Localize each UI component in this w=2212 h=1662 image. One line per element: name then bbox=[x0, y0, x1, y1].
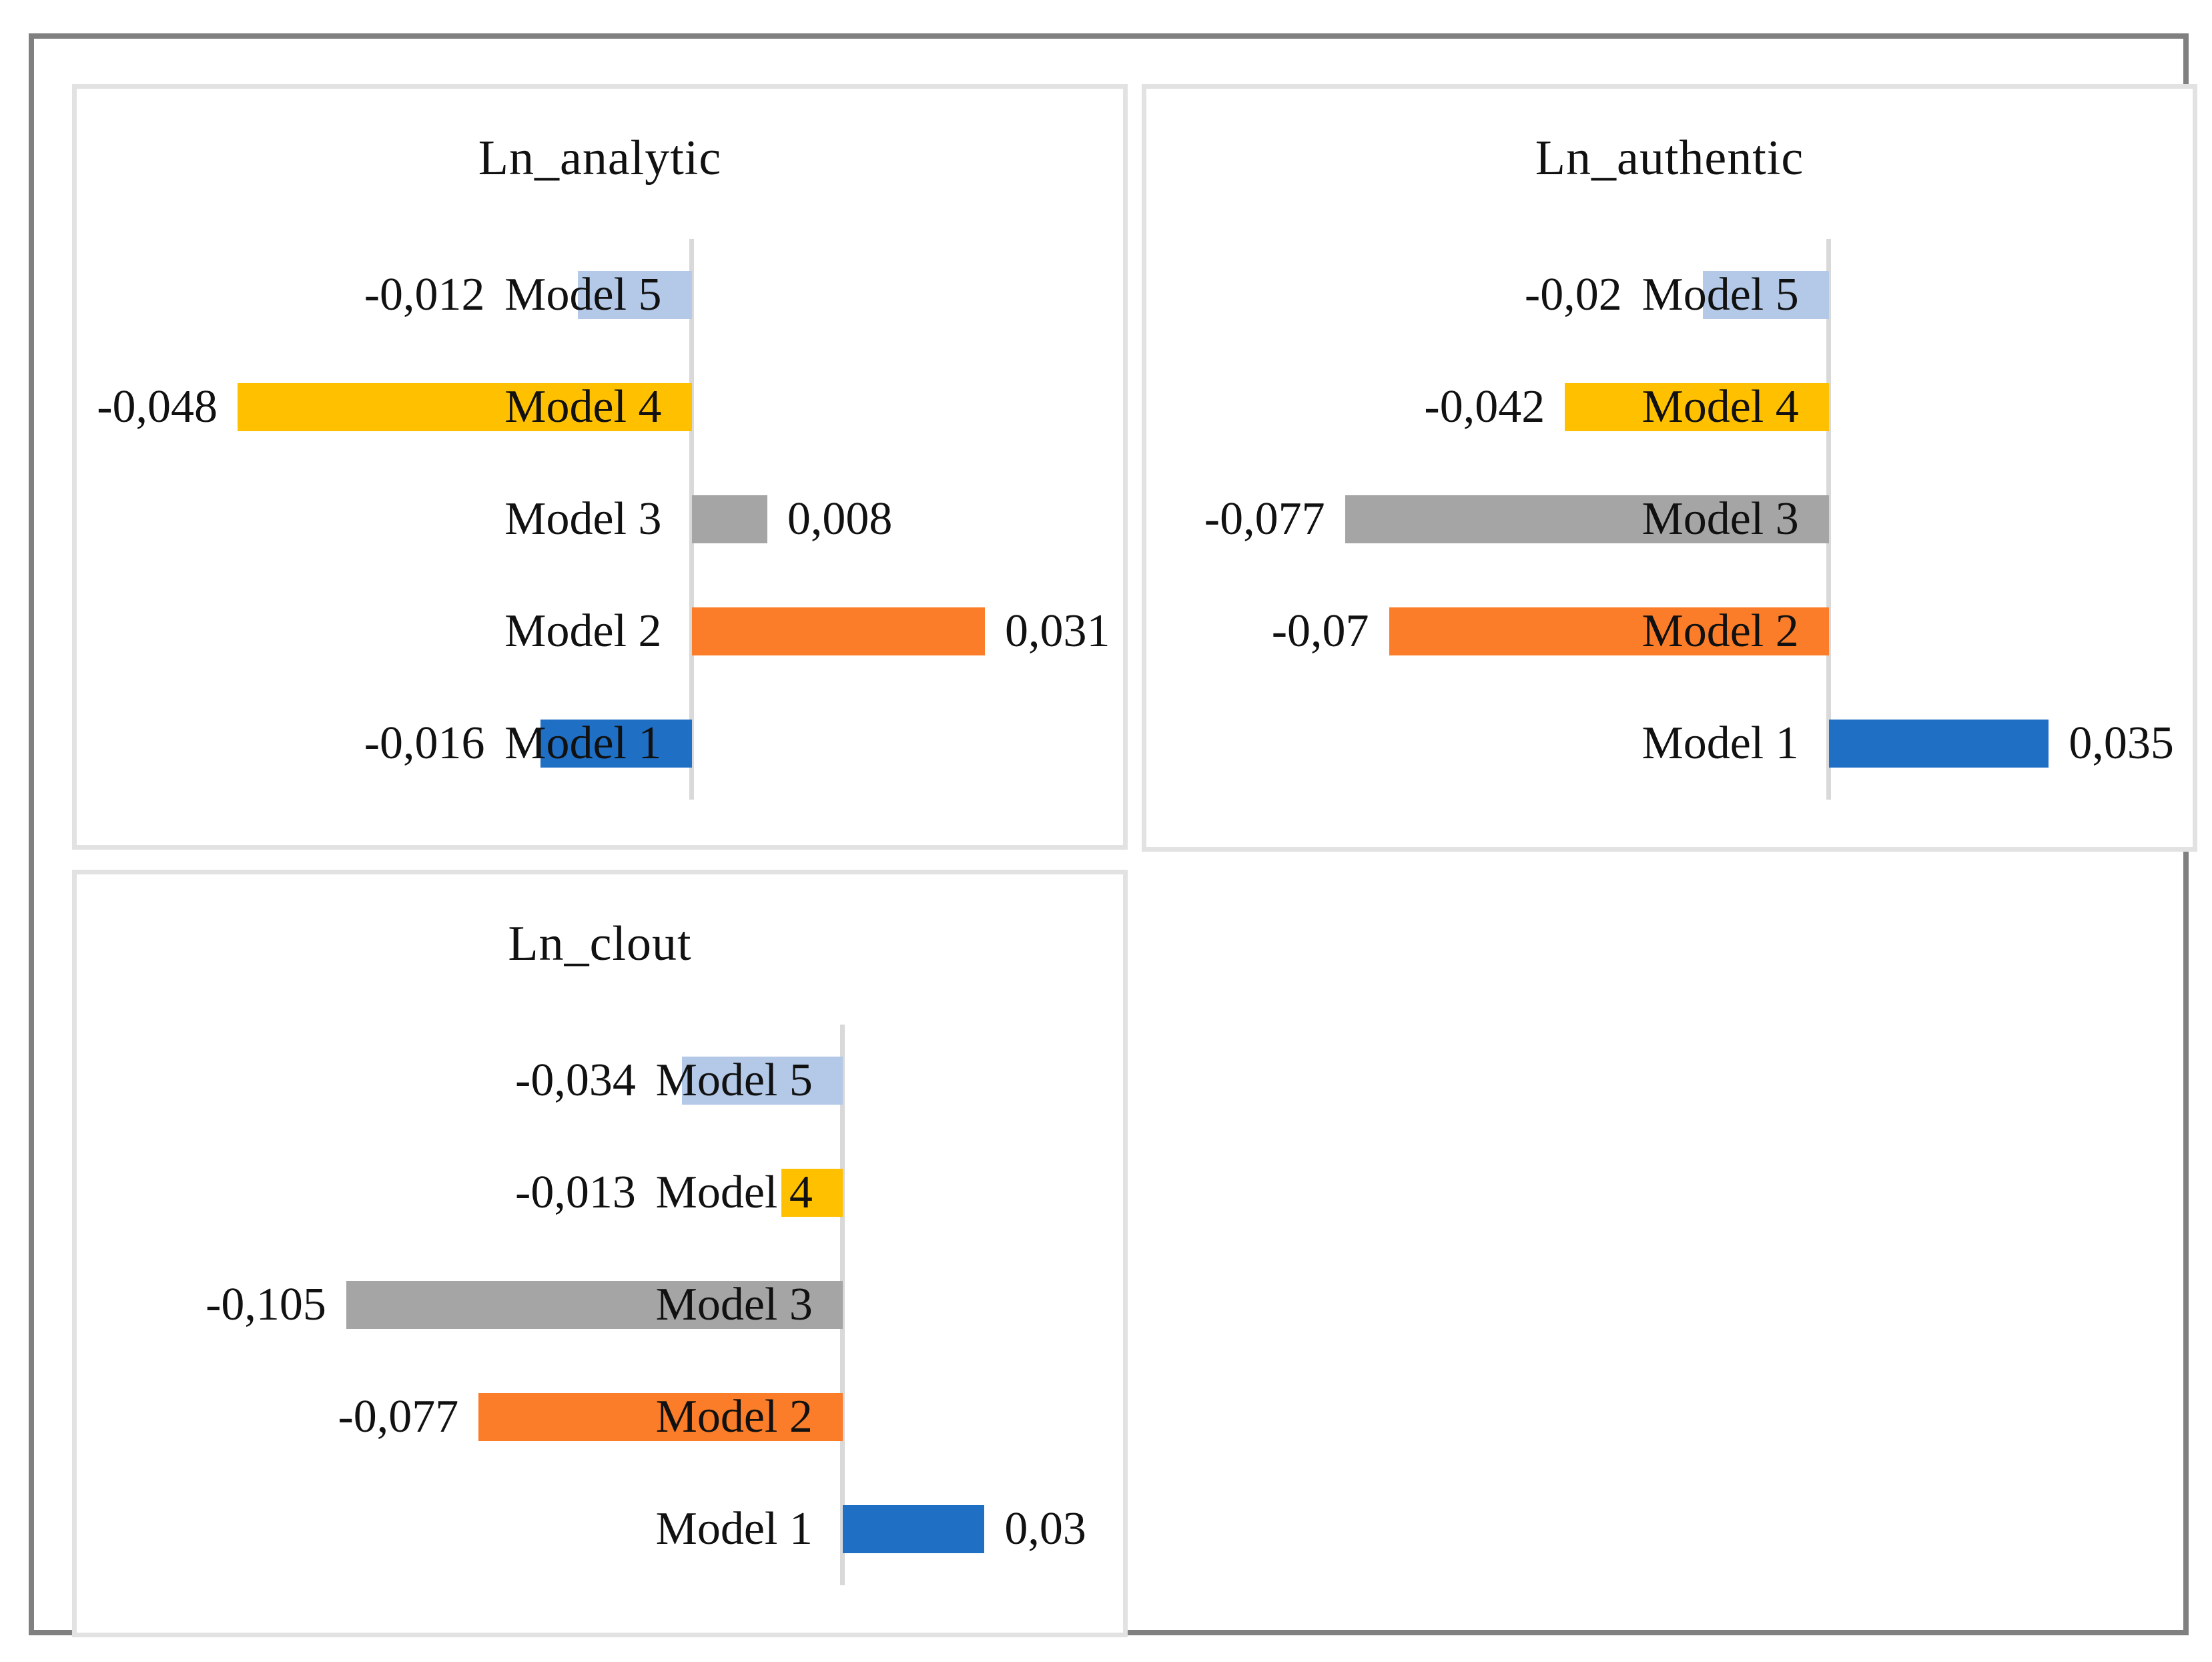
category-label-model-5: Model 5 bbox=[655, 1055, 813, 1106]
bar-model-1 bbox=[1828, 720, 2049, 768]
value-label-model-3: -0,077 bbox=[1204, 493, 1325, 545]
chart-title: Ln_analytic bbox=[478, 131, 722, 186]
value-label-model-4: -0,048 bbox=[97, 381, 218, 433]
value-label-model-2: -0,077 bbox=[338, 1391, 459, 1442]
value-label-model-2: 0,031 bbox=[1005, 605, 1110, 657]
value-label-model-3: 0,008 bbox=[787, 493, 893, 545]
value-label-model-4: -0,042 bbox=[1424, 381, 1545, 433]
chart-title: Ln_clout bbox=[508, 916, 692, 971]
value-label-model-1: 0,03 bbox=[1004, 1503, 1086, 1555]
category-label-model-3: Model 3 bbox=[504, 493, 662, 545]
category-label-model-1: Model 1 bbox=[504, 718, 662, 769]
bar-model-4 bbox=[1565, 383, 1829, 431]
value-label-model-2: -0,07 bbox=[1271, 605, 1369, 657]
zero-axis-line bbox=[840, 1025, 845, 1585]
bar-model-4 bbox=[781, 1169, 843, 1217]
bar-model-5 bbox=[1703, 271, 1829, 319]
plot-area: Model 5 -0,034 Model 4 -0,013 Model 3 -0,105 M… bbox=[77, 1025, 1123, 1585]
value-label-model-5: -0,02 bbox=[1524, 269, 1622, 320]
value-label-model-1: -0,016 bbox=[364, 718, 485, 769]
bar-model-2 bbox=[478, 1393, 843, 1441]
category-label-model-4: Model 4 bbox=[655, 1167, 813, 1218]
chart-panel-ln-clout: Ln_clout Model 5 -0,034 Model 4 -0,013 Model… bbox=[72, 870, 1128, 1637]
category-label-model-2: Model 2 bbox=[504, 605, 662, 657]
bar-model-4 bbox=[238, 383, 692, 431]
category-label-model-2: Model 2 bbox=[1641, 605, 1799, 657]
bar-model-2 bbox=[691, 607, 985, 655]
outer-frame: Ln_analytic Model 5 -0,012 Model 4 -0,048 Mo… bbox=[29, 33, 2197, 1637]
bar-model-3 bbox=[691, 495, 767, 543]
bar-model-2 bbox=[1389, 607, 1829, 655]
bar-model-5 bbox=[681, 1057, 843, 1105]
plot-area: Model 5 -0,012 Model 4 -0,048 Model 3 0,008 Mo… bbox=[77, 239, 1123, 800]
category-label-model-1: Model 1 bbox=[655, 1503, 813, 1555]
chart-title: Ln_authentic bbox=[1535, 131, 1804, 186]
category-label-model-2: Model 2 bbox=[655, 1391, 813, 1442]
category-label-model-1: Model 1 bbox=[1641, 718, 1799, 769]
category-label-model-3: Model 3 bbox=[655, 1279, 813, 1330]
category-label-model-4: Model 4 bbox=[1641, 381, 1799, 433]
bar-model-1 bbox=[842, 1505, 985, 1553]
bar-model-5 bbox=[578, 271, 692, 319]
chart-panel-ln-authentic: Ln_authentic Model 5 -0,02 Model 4 -0,042 Mo… bbox=[1142, 84, 2197, 852]
category-label-model-5: Model 5 bbox=[504, 269, 662, 320]
bar-model-3 bbox=[346, 1281, 843, 1329]
value-label-model-5: -0,034 bbox=[515, 1055, 636, 1106]
value-label-model-3: -0,105 bbox=[206, 1279, 326, 1330]
value-label-model-1: 0,035 bbox=[2069, 718, 2174, 769]
value-label-model-5: -0,012 bbox=[364, 269, 485, 320]
category-label-model-3: Model 3 bbox=[1641, 493, 1799, 545]
bar-model-3 bbox=[1345, 495, 1829, 543]
category-label-model-4: Model 4 bbox=[504, 381, 662, 433]
zero-axis-line bbox=[1826, 239, 1832, 800]
category-label-model-5: Model 5 bbox=[1641, 269, 1799, 320]
plot-area: Model 5 -0,02 Model 4 -0,042 Model 3 -0,077 Mo… bbox=[1146, 239, 2193, 800]
bar-model-1 bbox=[540, 720, 692, 768]
value-label-model-4: -0,013 bbox=[515, 1167, 636, 1218]
chart-panel-ln-analytic: Ln_analytic Model 5 -0,012 Model 4 -0,048 Mo… bbox=[72, 84, 1128, 850]
